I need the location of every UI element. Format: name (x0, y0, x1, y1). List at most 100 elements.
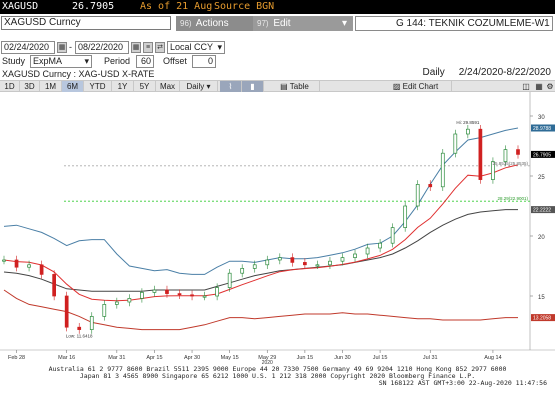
candle-up (503, 149, 508, 162)
study-select[interactable]: ExpMA ▾ (30, 55, 92, 68)
last-value-label: 13.2058 (533, 316, 551, 322)
table-icon: ▤ (280, 82, 288, 91)
chevron-down-icon: ▾ (341, 18, 347, 29)
candle-up (215, 287, 219, 297)
upper-band-line (3, 127, 519, 275)
ticker-bar: XAGUSD 26.7905 As of 21 Aug Source BGN (0, 0, 555, 14)
chevron-down-icon: ▾ (84, 56, 89, 66)
footer: Australia 61 2 9777 8600 Brazil 5511 239… (0, 366, 555, 387)
dock-icon[interactable]: ◫ (522, 82, 530, 91)
candle-chart-icon[interactable]: ▮ (242, 81, 264, 92)
x-tick-label: Apr 30 (184, 355, 200, 361)
edit-button[interactable]: 97) Edit ▾ (253, 16, 353, 31)
footer-line-2: Japan 81 3 4565 8900 Singapore 65 6212 1… (79, 372, 476, 380)
footer-line-3: SN 168122 AST GMT+3:00 22-Aug-2020 11:47… (378, 379, 547, 387)
period-1d[interactable]: 1D (0, 81, 20, 92)
study-value: ExpMA (33, 56, 63, 66)
period-input[interactable]: 60 (136, 55, 154, 68)
period-menu-icon[interactable]: ≡ (143, 42, 153, 53)
candle-up (440, 152, 445, 188)
offset-label: Offset (163, 56, 187, 66)
toolbar: 1D 3D 1M 6M YTD 1Y 5Y Max Daily ▾ ⌇ ▮ ▤ … (0, 80, 555, 92)
candle-up (378, 242, 382, 249)
candle-up (102, 304, 107, 317)
y-tick-label: 15 (538, 295, 545, 301)
grid-icon[interactable]: ▦ (535, 82, 543, 91)
line-chart-icon[interactable]: ⌇ (220, 81, 242, 92)
period-5y[interactable]: 5Y (134, 81, 156, 92)
level-low-annotation: 28.29(22.9001) (497, 196, 528, 201)
candle-down (428, 184, 433, 188)
settings-icon[interactable]: ⚙ (546, 82, 554, 91)
candle-down (77, 326, 82, 330)
period-max[interactable]: Max (156, 81, 180, 92)
chart-title-box[interactable]: G 144: TEKNIK COZUMLEME-W1 (355, 16, 553, 31)
footer-line-1: Australia 61 2 9777 8600 Brazil 5511 239… (48, 365, 507, 373)
end-date-field[interactable]: 08/22/2020 (75, 41, 129, 54)
range-separator: - (69, 42, 72, 52)
x-tick-label: May 15 (221, 355, 239, 361)
edit-label: Edit (273, 18, 291, 29)
x-tick-label: Jun 30 (334, 355, 351, 361)
security-input[interactable]: XAGUSD Curncy (1, 16, 171, 30)
sync-icon[interactable]: ⇄ (155, 42, 165, 53)
ticker-symbol: XAGUSD (2, 1, 39, 12)
low-annotation: Low: 11.6418 (66, 334, 93, 339)
period-ytd[interactable]: YTD (84, 81, 112, 92)
ticker-price: 26.7905 (72, 1, 115, 12)
start-date-field[interactable]: 02/24/2020 (1, 41, 55, 54)
long-average-line (3, 209, 518, 292)
x-tick-label: May 29 (258, 355, 276, 361)
candle-up (415, 184, 420, 207)
ticker-source: Source BGN (214, 1, 275, 12)
edit-chart-button[interactable]: ▨ Edit Chart (380, 81, 452, 92)
price-chart[interactable]: 30 25 20 15 Feb 28 Mar 16 Mar 31 Apr 15 Apr 30 Ma… (0, 92, 555, 364)
high-annotation: Hi: 29.8591 (456, 120, 480, 125)
candle-up (328, 260, 332, 266)
period-3d[interactable]: 3D (20, 81, 40, 92)
chart-canvas[interactable]: 30 25 20 15 Feb 28 Mar 16 Mar 31 Apr 15 Apr 30 Ma… (0, 92, 555, 364)
last-value-tag (531, 150, 555, 158)
year-label: 2020 (262, 360, 273, 364)
offset-input[interactable]: 0 (192, 55, 216, 68)
candle-down (52, 274, 56, 297)
period-6m[interactable]: 6M (62, 81, 84, 92)
short-average-line (3, 164, 519, 302)
candle-up (89, 316, 94, 330)
candle-down (14, 259, 19, 268)
title-row: XAGUSD Curncy 96) Actions ▾ 97) Edit ▾ G… (0, 16, 555, 31)
frequency-select[interactable]: Daily ▾ (180, 81, 218, 92)
table-label: Table (289, 82, 309, 91)
period-1y[interactable]: 1Y (112, 81, 134, 92)
chart-range-info: Daily 2/24/2020-8/22/2020 (423, 67, 551, 78)
actions-label: Actions (195, 18, 229, 29)
candle-up (466, 128, 470, 135)
candle-up (27, 264, 31, 268)
actions-number: 96) (180, 19, 192, 28)
x-tick-label: Jul 15 (373, 355, 388, 361)
candle-up (353, 253, 357, 258)
candle-down (39, 264, 44, 275)
candle-up (390, 227, 395, 244)
period-1m[interactable]: 1M (40, 81, 62, 92)
x-tick-label: Apr 15 (146, 355, 162, 361)
currency-select[interactable]: Local CCY ▾ (167, 41, 225, 54)
last-value-tag (531, 314, 555, 322)
chevron-down-icon: ▾ (206, 82, 211, 91)
calendar-icon[interactable]: ▦ (131, 42, 141, 53)
candle-up (140, 292, 144, 299)
candle-up (265, 259, 270, 266)
calendar-icon[interactable]: ▦ (57, 42, 67, 53)
edit-number: 97) (257, 19, 269, 28)
candle-down (165, 289, 169, 294)
frequency-value: Daily (186, 82, 205, 91)
date-range-info: 2/24/2020-8/22/2020 (458, 67, 551, 78)
candle-down (303, 262, 307, 266)
last-value-tag (531, 124, 555, 132)
candle-up (453, 133, 458, 154)
candle-up (252, 264, 257, 269)
table-button[interactable]: ▤ Table (270, 81, 320, 92)
y-tick-label: 30 (538, 115, 545, 121)
candle-up (2, 259, 6, 262)
last-value-label: 22.2222 (533, 208, 551, 214)
